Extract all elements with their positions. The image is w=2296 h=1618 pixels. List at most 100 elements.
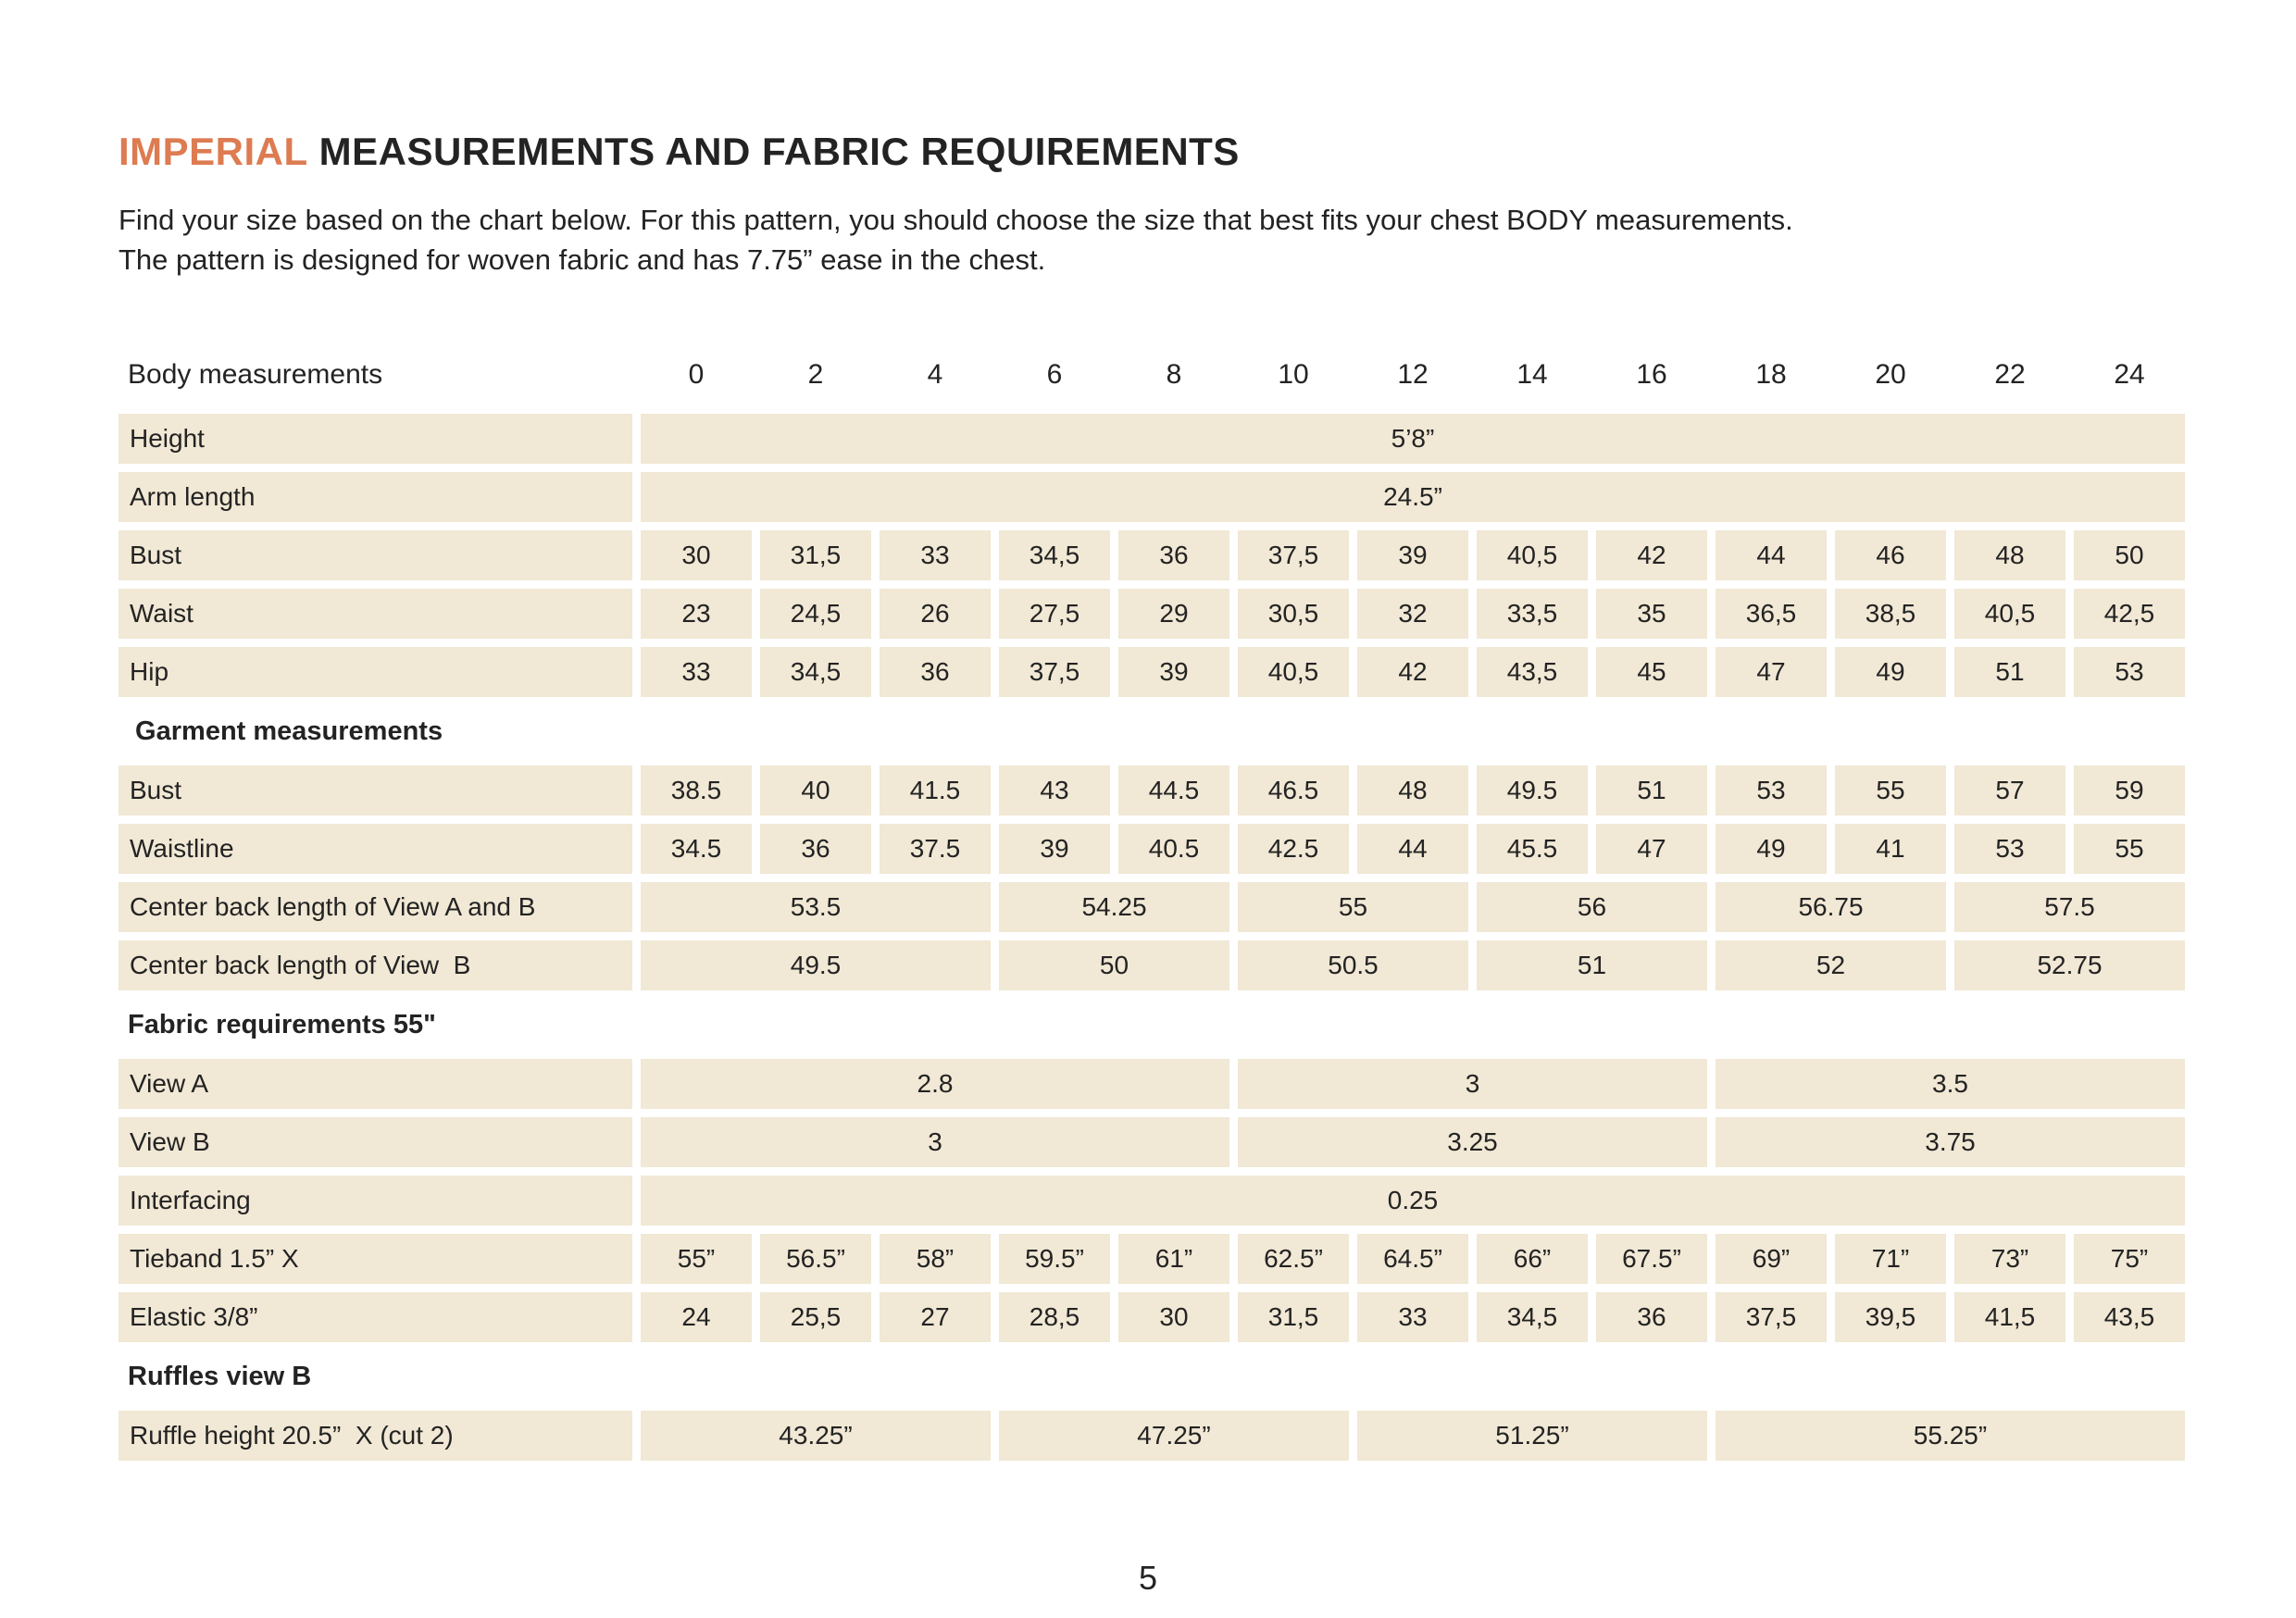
value-cell: 39 <box>999 824 1110 875</box>
value-cell: 30 <box>1118 1292 1229 1343</box>
value-cell: 47.25” <box>999 1411 1349 1462</box>
value-cell: 69” <box>1716 1234 1827 1285</box>
row-label: Hip <box>119 647 632 698</box>
value-cell: 46.5 <box>1238 765 1349 816</box>
value-cell: 0.25 <box>641 1176 2185 1226</box>
value-cell: 3.75 <box>1716 1117 2185 1168</box>
measurement-table: Body measurements 0 2 4 6 8 10 12 14 16 18 20 22 24 He… <box>119 337 2185 1462</box>
value-cell: 49.5 <box>1477 765 1588 816</box>
row-label: Interfacing <box>119 1176 632 1226</box>
value-cell: 30,5 <box>1238 589 1349 640</box>
row-label: Tieband 1.5” X <box>119 1234 632 1285</box>
size-column-header: 24 <box>2114 359 2145 391</box>
value-cell: 57.5 <box>1954 882 2185 933</box>
value-cell: 38,5 <box>1835 589 1946 640</box>
row-label: View A <box>119 1059 632 1110</box>
value-cell: 37.5 <box>880 824 991 875</box>
value-cell: 5’8” <box>641 414 2185 465</box>
value-cell: 24.5” <box>641 472 2185 523</box>
size-column-header: 12 <box>1397 359 1429 391</box>
size-column-header: 2 <box>807 359 824 391</box>
value-cell: 55.25” <box>1716 1411 2185 1462</box>
row-label: Center back length of View B <box>119 940 632 991</box>
value-cell: 43,5 <box>2074 1292 2185 1343</box>
value-cell: 3 <box>1238 1059 1707 1110</box>
title-rest: MEASUREMENTS AND FABRIC REQUIREMENTS <box>318 130 1240 174</box>
value-cell: 71” <box>1835 1234 1946 1285</box>
value-cell: 53.5 <box>641 882 991 933</box>
value-cell: 24 <box>641 1292 752 1343</box>
value-cell: 42 <box>1357 647 1468 698</box>
value-cell: 56.75 <box>1716 882 1946 933</box>
size-column-header: 6 <box>1046 359 1063 391</box>
value-cell: 67.5” <box>1596 1234 1707 1285</box>
row-label: Center back length of View A and B <box>119 882 632 933</box>
value-cell: 50 <box>2074 530 2185 581</box>
title-highlight: IMPERIAL <box>119 130 308 174</box>
table-corner-label: Body measurements <box>128 359 383 391</box>
value-cell: 32 <box>1357 589 1468 640</box>
value-cell: 33,5 <box>1477 589 1588 640</box>
value-cell: 36 <box>760 824 871 875</box>
value-cell: 49.5 <box>641 940 991 991</box>
value-cell: 33 <box>880 530 991 581</box>
size-column-header: 16 <box>1636 359 1667 391</box>
value-cell: 30 <box>641 530 752 581</box>
row-label: Height <box>119 414 632 465</box>
value-cell: 52 <box>1716 940 1946 991</box>
value-cell: 52.75 <box>1954 940 2185 991</box>
value-cell: 3 <box>641 1117 1229 1168</box>
value-cell: 55 <box>2074 824 2185 875</box>
value-cell: 41,5 <box>1954 1292 2065 1343</box>
value-cell: 39 <box>1357 530 1468 581</box>
value-cell: 27 <box>880 1292 991 1343</box>
value-cell: 39,5 <box>1835 1292 1946 1343</box>
value-cell: 41 <box>1835 824 1946 875</box>
value-cell: 37,5 <box>1716 1292 1827 1343</box>
value-cell: 34,5 <box>1477 1292 1588 1343</box>
value-cell: 41.5 <box>880 765 991 816</box>
value-cell: 50.5 <box>1238 940 1468 991</box>
size-column-header: 22 <box>1994 359 2026 391</box>
value-cell: 36 <box>1596 1292 1707 1343</box>
value-cell: 64.5” <box>1357 1234 1468 1285</box>
value-cell: 29 <box>1118 589 1229 640</box>
row-label: Ruffle height 20.5” X (cut 2) <box>119 1411 632 1462</box>
value-cell: 42,5 <box>2074 589 2185 640</box>
value-cell: 61” <box>1118 1234 1229 1285</box>
value-cell: 57 <box>1954 765 2065 816</box>
value-cell: 49 <box>1835 647 1946 698</box>
value-cell: 55” <box>641 1234 752 1285</box>
value-cell: 27,5 <box>999 589 1110 640</box>
value-cell: 44 <box>1716 530 1827 581</box>
value-cell: 44 <box>1357 824 1468 875</box>
value-cell: 37,5 <box>999 647 1110 698</box>
value-cell: 45.5 <box>1477 824 1588 875</box>
page-title: IMPERIAL MEASUREMENTS AND FABRIC REQUIREM… <box>119 130 2187 174</box>
value-cell: 37,5 <box>1238 530 1349 581</box>
section-header: Garment measurements <box>128 716 443 746</box>
value-cell: 55 <box>1835 765 1946 816</box>
value-cell: 58” <box>880 1234 991 1285</box>
size-column-header: 20 <box>1875 359 1906 391</box>
value-cell: 59 <box>2074 765 2185 816</box>
page-number: 5 <box>1138 1559 1158 1597</box>
value-cell: 73” <box>1954 1234 2065 1285</box>
document-page: IMPERIAL MEASUREMENTS AND FABRIC REQUIREM… <box>119 130 2187 1462</box>
value-cell: 43 <box>999 765 1110 816</box>
size-column-header: 10 <box>1278 359 1309 391</box>
value-cell: 3.25 <box>1238 1117 1707 1168</box>
value-cell: 44.5 <box>1118 765 1229 816</box>
value-cell: 34.5 <box>641 824 752 875</box>
size-column-header: 4 <box>927 359 943 391</box>
value-cell: 48 <box>1357 765 1468 816</box>
size-column-header: 0 <box>688 359 705 391</box>
row-label: Bust <box>119 765 632 816</box>
value-cell: 34,5 <box>760 647 871 698</box>
value-cell: 46 <box>1835 530 1946 581</box>
value-cell: 36 <box>1118 530 1229 581</box>
value-cell: 47 <box>1716 647 1827 698</box>
size-column-header: 8 <box>1166 359 1182 391</box>
row-label: Waistline <box>119 824 632 875</box>
value-cell: 59.5” <box>999 1234 1110 1285</box>
